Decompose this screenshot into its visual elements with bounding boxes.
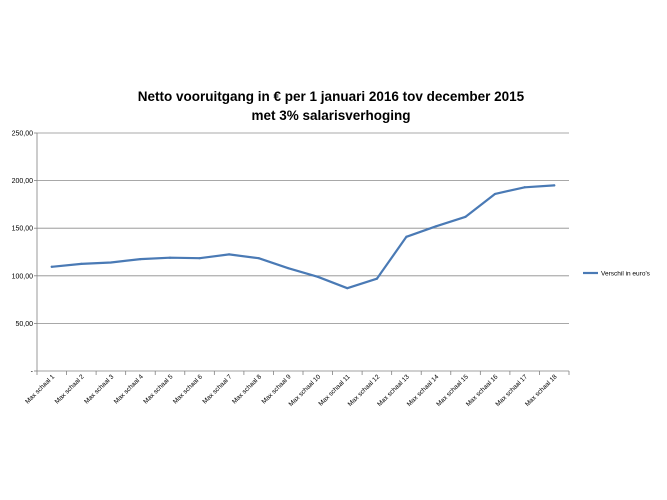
- y-tick-label: 150,00: [12, 226, 34, 233]
- chart-subtitle: met 3% salarisverhoging: [251, 108, 410, 123]
- x-tick-label: Max schaal 18: [524, 373, 559, 408]
- data-point: [316, 275, 319, 278]
- data-point: [287, 267, 290, 270]
- x-tick-label: Max schaal 6: [172, 373, 204, 405]
- x-tick-label: Max schaal 2: [54, 373, 86, 405]
- gridlines: [37, 132, 569, 324]
- data-point: [257, 257, 260, 260]
- legend-label: Verschil in euro's: [601, 271, 651, 278]
- data-point: [198, 257, 201, 260]
- y-tick-label: 200,00: [12, 178, 34, 185]
- data-point: [228, 253, 231, 256]
- series-layer: [50, 184, 556, 290]
- chart-title: Netto vooruitgang in € per 1 januari 201…: [138, 89, 525, 104]
- x-tick-label: Max schaal 9: [261, 373, 293, 405]
- data-point: [553, 184, 556, 187]
- x-tick-label: Max schaal 3: [83, 373, 115, 405]
- x-tick-label: Max schaal 7: [201, 373, 233, 405]
- data-point: [434, 225, 438, 228]
- y-tick-label: 50,00: [15, 321, 33, 328]
- y-axis-ticks: 250,00 200,00 150,00 100,00 50,00 -: [12, 131, 37, 376]
- y-tick-label: -: [31, 369, 34, 376]
- data-point: [50, 265, 53, 268]
- data-point: [405, 235, 408, 238]
- data-point: [139, 258, 142, 261]
- data-point: [464, 215, 467, 218]
- y-tick-label: 250,00: [12, 131, 34, 138]
- x-tick-label: Max schaal 4: [113, 373, 145, 405]
- data-point: [494, 192, 497, 196]
- axes: [36, 133, 569, 372]
- x-tick-label: Max schaal 1: [24, 373, 56, 405]
- data-point: [375, 277, 378, 280]
- legend: Verschil in euro's: [583, 271, 651, 278]
- series-line: [50, 184, 556, 290]
- data-point: [346, 287, 349, 290]
- data-point: [109, 261, 112, 264]
- x-tick-label: Max schaal 8: [231, 373, 263, 405]
- y-tick-label: 100,00: [12, 273, 34, 280]
- data-point: [168, 256, 172, 259]
- data-point: [80, 262, 83, 265]
- data-point: [523, 186, 526, 189]
- x-tick-label: Max schaal 5: [142, 373, 174, 405]
